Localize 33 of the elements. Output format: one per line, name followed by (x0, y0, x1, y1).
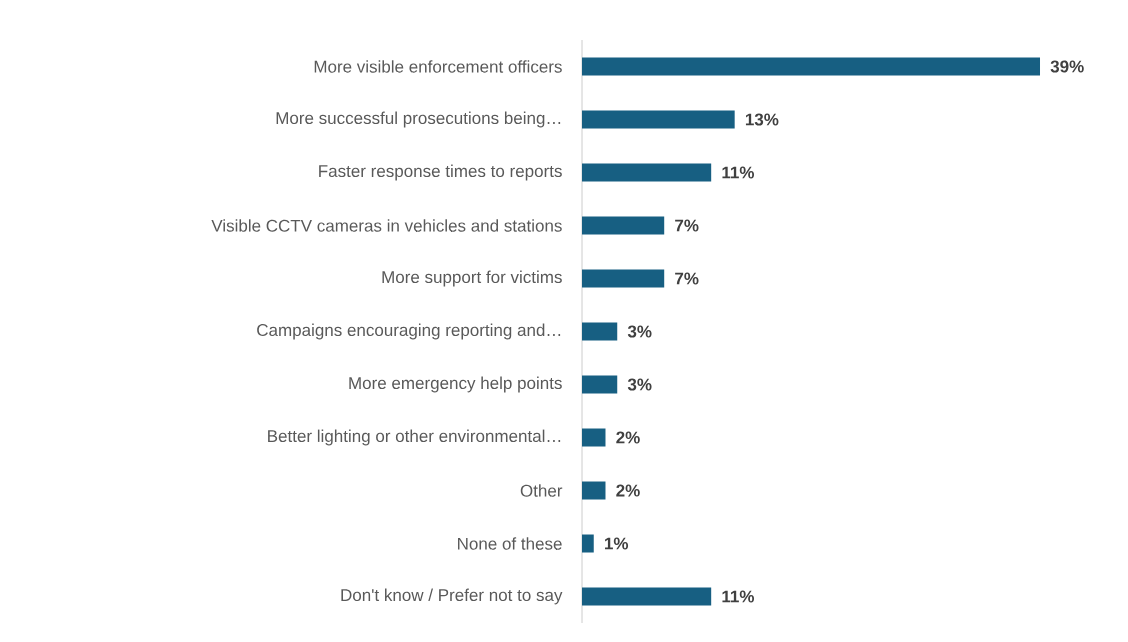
bar (582, 216, 665, 235)
data-label: 39% (1050, 60, 1084, 73)
data-label: 11% (722, 590, 755, 603)
y-tick-label: Other (520, 484, 563, 497)
data-label: 3% (627, 325, 652, 338)
y-tick-label: Visible CCTV cameras in vehicles and stations (211, 219, 562, 232)
bar (582, 587, 712, 606)
bar (582, 110, 735, 129)
y-tick-label: Don't know / Prefer not to say (341, 588, 563, 605)
y-tick-label: More support for victims (382, 270, 562, 287)
y-tick-label: More visible enforcement officers (314, 60, 562, 73)
bar (582, 322, 618, 341)
bar (582, 163, 712, 182)
bar (582, 269, 665, 288)
y-tick-label: More emergency help points (349, 376, 562, 393)
bar (582, 428, 606, 447)
data-label: 2% (616, 484, 640, 497)
bar (582, 57, 1041, 76)
data-label: 13% (745, 113, 779, 126)
data-label: 7% (675, 219, 699, 232)
bar (582, 481, 606, 500)
y-tick-label: Better lighting or other environmental… (268, 429, 561, 446)
y-tick-label: Faster response times to reports (319, 164, 562, 181)
data-label: 1% (605, 537, 629, 550)
bar (582, 534, 594, 553)
data-label: 2% (616, 431, 640, 444)
data-label: 7% (675, 272, 699, 285)
data-label: 11% (722, 166, 755, 179)
y-tick-label: None of these (458, 537, 562, 550)
y-tick-label: More successful prosecutions being… (276, 111, 561, 128)
data-label: 3% (627, 378, 652, 391)
y-tick-label: Campaigns encouraging reporting and… (257, 323, 561, 340)
bar (582, 375, 618, 394)
